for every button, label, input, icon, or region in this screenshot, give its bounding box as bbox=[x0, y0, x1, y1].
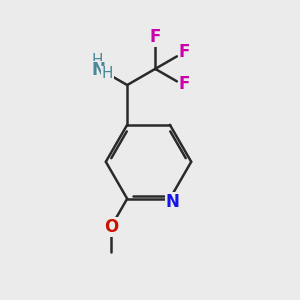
Text: F: F bbox=[149, 28, 161, 46]
Text: F: F bbox=[178, 43, 190, 61]
Text: F: F bbox=[178, 75, 190, 93]
Text: H: H bbox=[102, 66, 113, 81]
Text: O: O bbox=[104, 218, 118, 236]
Text: N: N bbox=[166, 193, 180, 211]
Text: N: N bbox=[92, 61, 106, 79]
Text: H: H bbox=[92, 52, 103, 68]
